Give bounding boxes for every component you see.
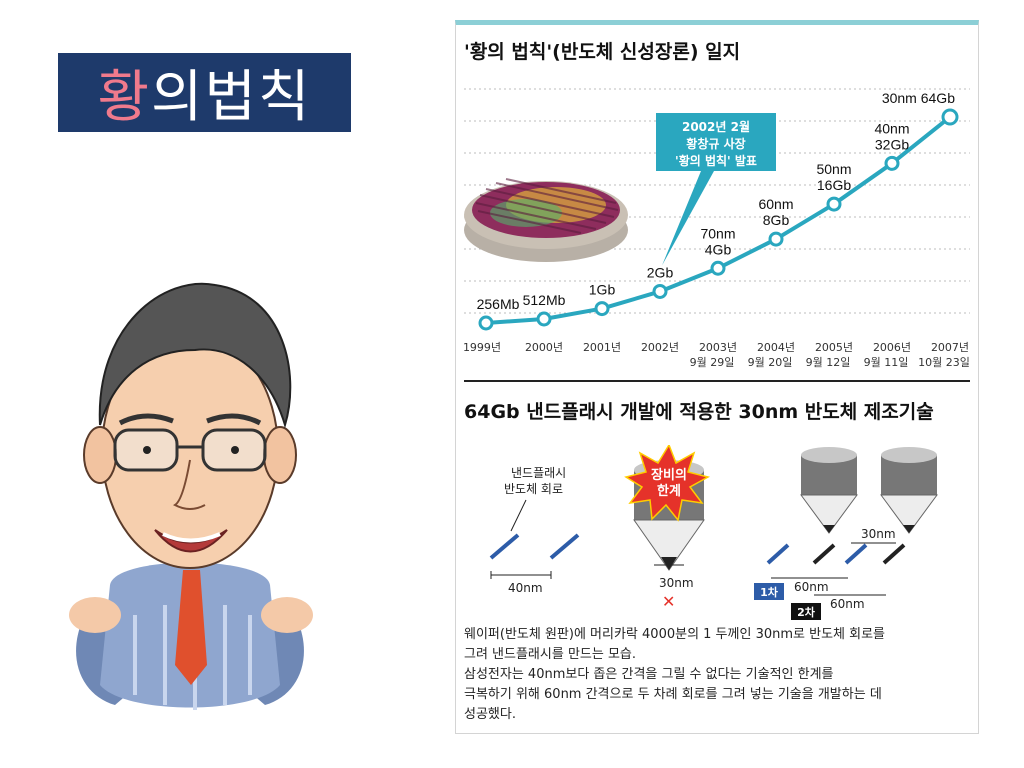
description-text: 웨이퍼(반도체 원판)에 머리카락 4000분의 1 두께인 30nm로 반도체… <box>464 625 969 725</box>
necktie <box>175 570 207 685</box>
description-line: 삼성전자는 40nm보다 좁은 간격을 그릴 수 없다는 기술적인 한계를 <box>464 667 834 682</box>
right-low-dim: 60nm <box>830 597 865 611</box>
data-label: 50nm <box>816 161 851 177</box>
chart-title: '황의 법칙'(반도체 신성장론) 일지 <box>464 41 741 63</box>
banner-first-char: 황 <box>97 65 151 130</box>
right-hand <box>261 597 313 633</box>
x-tick-label: 9월 20일 <box>748 355 793 369</box>
circuit-line <box>489 533 520 560</box>
data-label: 256Mb <box>477 296 520 312</box>
burst-text-2: 한계 <box>657 483 681 499</box>
left-dim: 40nm <box>508 581 543 595</box>
description-line: 그려 낸드플래시를 만드는 모습. <box>464 647 637 662</box>
data-label: 30nm 64Gb <box>882 90 955 106</box>
hair <box>98 282 292 429</box>
data-point <box>536 311 552 327</box>
callout-pointer <box>662 171 714 266</box>
left-hand <box>69 597 121 633</box>
data-point <box>478 315 494 331</box>
data-label: 2Gb <box>647 264 674 280</box>
caricature-illustration <box>69 282 313 710</box>
data-label: 40nm <box>874 120 909 136</box>
description-line: 웨이퍼(반도체 원판)에 머리카락 4000분의 1 두께인 30nm로 반도체… <box>464 627 886 642</box>
data-point <box>594 301 610 317</box>
svg-text:2차: 2차 <box>797 605 816 619</box>
x-tick-label: 9월 29일 <box>690 355 735 369</box>
callout-text: 2002년 2월 <box>682 119 750 134</box>
data-point <box>652 283 668 299</box>
section2-title: 64Gb 낸드플래시 개발에 적용한 30nm 반도체 제조기술 <box>464 401 934 423</box>
x-tick-label: 10월 23일 <box>918 355 970 369</box>
data-label: 70nm <box>700 225 735 241</box>
x-tick-label: 2000년 <box>525 341 563 354</box>
x-tick-label: 2006년 <box>873 341 911 354</box>
burst-text-1: 장비의 <box>651 467 687 483</box>
svg-text:1차: 1차 <box>760 585 779 599</box>
callout-text: 황창규 사장 <box>686 136 745 151</box>
x-tick-label: 9월 11일 <box>864 355 909 369</box>
cross-icon: ✕ <box>662 592 675 611</box>
data-label: 512Mb <box>523 292 566 308</box>
left-label-1: 낸드플래시 <box>511 466 566 480</box>
process-diagram: 낸드플래시 반도체 회로 40nm 장비의 한계 30nm ✕ 30nm <box>489 445 938 620</box>
left-label-2: 반도체 회로 <box>504 482 563 496</box>
data-point <box>884 155 900 171</box>
x-tick-label: 2002년 <box>641 341 679 354</box>
circuit-line <box>549 533 580 560</box>
data-label: 32Gb <box>875 136 909 152</box>
x-tick-label: 1999년 <box>463 341 501 354</box>
title-banner: 황 의법칙 <box>58 53 351 132</box>
badge-second <box>791 603 821 620</box>
x-tick-label: 9월 12일 <box>806 355 851 369</box>
data-point <box>826 196 842 212</box>
description-line: 극복하기 위해 60nm 간격으로 두 차례 회로를 그려 넣는 기술을 개발하… <box>464 687 882 702</box>
data-point <box>768 231 784 247</box>
x-tick-label: 2001년 <box>583 341 621 354</box>
chart-gridlines <box>464 88 970 314</box>
data-label: 8Gb <box>763 212 790 228</box>
x-tick-label: 2007년 <box>931 341 969 354</box>
limit-burst <box>624 445 711 522</box>
right-top-dim: 30nm <box>861 527 896 541</box>
right-mid-dim: 60nm <box>794 580 829 594</box>
data-label: 4Gb <box>705 241 732 257</box>
data-label: 16Gb <box>817 177 851 193</box>
badge-first <box>754 583 784 600</box>
callout-text: '황의 법칙' 발표 <box>675 153 757 168</box>
data-point <box>710 260 726 276</box>
x-tick-label: 2003년 <box>699 341 737 354</box>
data-label: 1Gb <box>589 282 616 298</box>
x-tick-label: 2005년 <box>815 341 853 354</box>
section-divider <box>464 380 970 382</box>
wafer-image <box>464 178 628 262</box>
x-tick-label: 2004년 <box>757 341 795 354</box>
mid-dim: 30nm <box>659 576 694 590</box>
description-line: 성공했다. <box>464 707 516 722</box>
callout-box <box>656 113 776 171</box>
banner-rest: 의법칙 <box>150 65 312 130</box>
data-label: 60nm <box>758 196 793 212</box>
data-point <box>941 108 959 126</box>
